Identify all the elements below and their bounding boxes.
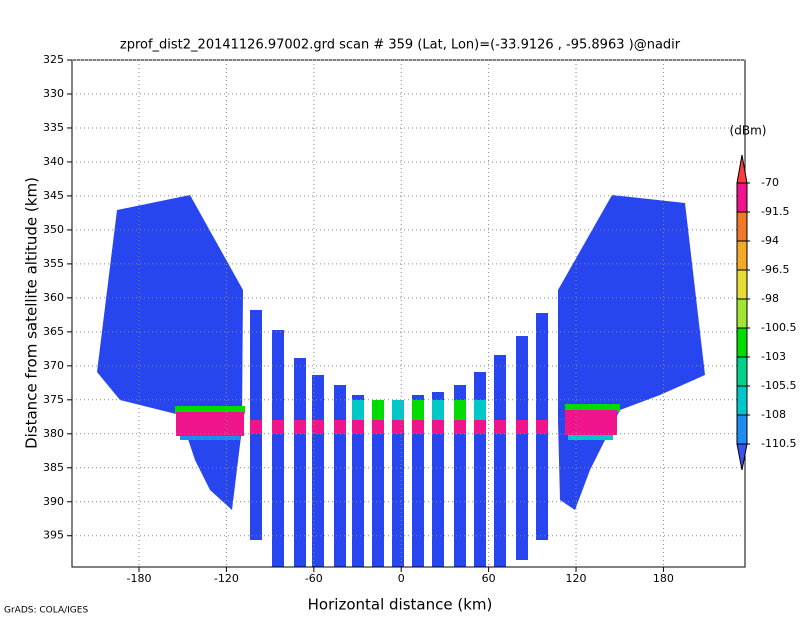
scan-strip-band [272,420,284,434]
y-tick-label: 380 [43,427,64,440]
colorbar-box [736,269,748,300]
scan-strip-band [516,420,528,434]
scan-strip [494,355,506,567]
colorbar-tick-label: -105.5 [761,379,796,392]
scan-strip [352,395,364,567]
y-tick-label: 330 [43,87,64,100]
scan-strip-band [352,420,364,434]
y-tick-label: 395 [43,529,64,542]
scan-strip-band [334,420,346,434]
scan-strip [432,392,444,567]
scan-strip-band [454,420,466,434]
scan-strip-band [494,420,506,434]
colorbar-box [736,211,748,242]
scan-strip-band [474,400,486,420]
footer: GrADS: COLA/IGES [4,606,88,616]
x-tick-label: 60 [482,572,496,585]
scan-strip [372,405,384,567]
scan-strip-band [536,420,548,434]
y-tick-label: 390 [43,495,64,508]
y-tick-label: 370 [43,359,64,372]
radar-field [97,195,705,567]
scan-strip-band [432,400,444,420]
y-tick-label: 360 [43,291,64,304]
colorbar-box [736,182,748,213]
scan-strip-band [312,420,324,434]
x-tick-label: -60 [305,572,323,585]
scan-strip [334,385,346,567]
scan-strip-band [412,400,424,420]
y-tick-label: 345 [43,189,64,202]
y-tick-label: 375 [43,393,64,406]
y-tick-label: 340 [43,155,64,168]
colorbar-tick-label: -96.5 [761,263,789,276]
colorbar-box [736,298,748,329]
y-tick-label: 385 [43,461,64,474]
x-tick-label: 180 [653,572,674,585]
colorbar-tick-label: -70 [761,176,779,189]
scan-strip [516,336,528,560]
scan-strip [312,375,324,567]
scan-strip-band [352,400,364,420]
scan-strip [412,395,424,567]
colorbar-box [736,240,748,271]
colorbar-label: (dBm) [730,124,767,138]
scan-strip-band [294,420,306,434]
y-tick-label: 365 [43,325,64,338]
y-tick-label: 325 [43,53,64,66]
colorbar-tick-label: -103 [761,350,786,363]
scan-strip [294,358,306,567]
scan-strip-band [454,400,466,420]
x-tick-label: 0 [398,572,405,585]
scan-strip-band [474,420,486,434]
colorbar-over [736,154,748,184]
x-tick-label: 120 [566,572,587,585]
colorbar-box [736,385,748,416]
scan-strip-band [372,400,384,420]
colorbar-tick-label: -100.5 [761,321,796,334]
scan-strip-band [372,420,384,434]
y-axis-label: Distance from satellite altitude (km) [23,177,41,449]
colorbar-box [736,327,748,358]
colorbar-tick-label: -91.5 [761,205,789,218]
scan-strip-band [250,420,262,434]
chart-title: zprof_dist2_20141126.97002.grd scan # 35… [120,38,681,53]
x-tick-label: -180 [127,572,152,585]
y-tick-label: 335 [43,121,64,134]
colorbar-tick-label: -94 [761,234,779,247]
x-tick-label: -120 [214,572,239,585]
scan-strip [272,330,284,567]
x-axis-label: Horizontal distance (km) [308,596,493,614]
y-tick-label: 355 [43,257,64,270]
scan-strip-band [392,400,404,420]
y-tick-label: 350 [43,223,64,236]
colorbar-box [736,414,748,445]
scan-strip-band [432,420,444,434]
scan-strip-band [412,420,424,434]
colorbar-tick-label: -98 [761,292,779,305]
colorbar-tick-label: -110.5 [761,437,796,450]
colorbar-box [736,356,748,387]
colorbar-tick-label: -108 [761,408,786,421]
scan-strip-band [392,420,404,434]
